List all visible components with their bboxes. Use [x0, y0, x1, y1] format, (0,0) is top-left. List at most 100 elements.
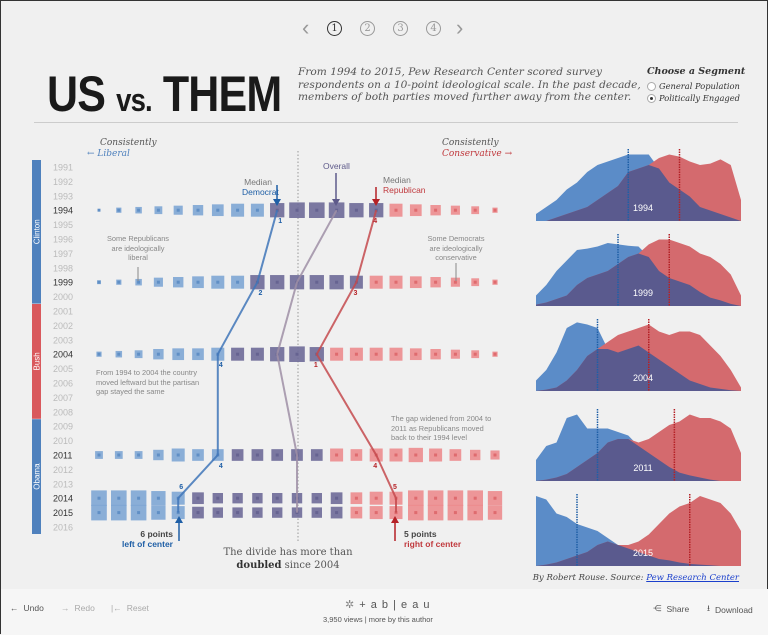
download-button[interactable]: ⭳ Download — [707, 603, 753, 617]
page-title: US vs. THEM — [47, 65, 282, 123]
distribution-chart-2015: 2015 — [536, 494, 741, 566]
dot-core — [196, 453, 200, 457]
overlap-area — [536, 345, 741, 391]
divider — [34, 122, 738, 123]
dot-core — [295, 352, 299, 356]
story-point-2[interactable]: 2 — [360, 21, 375, 36]
distribution-year-label: 1999 — [633, 288, 653, 298]
dot-core — [275, 511, 279, 515]
dot-core — [374, 496, 378, 500]
note-line: Some Democrats — [427, 234, 485, 243]
dot-core — [453, 496, 457, 500]
dot-core — [394, 352, 398, 356]
dot-core — [137, 280, 141, 284]
segment-option-engaged[interactable]: Politically Engaged — [647, 93, 740, 103]
note-line: 2011 as Republicans moved — [391, 423, 484, 433]
share-label: Share — [666, 603, 690, 614]
next-story-button[interactable]: › — [456, 15, 464, 40]
previous-story-button[interactable]: ‹ — [302, 15, 310, 40]
dot-core — [493, 280, 497, 284]
dot-core — [236, 280, 240, 284]
median-line-overall — [276, 209, 338, 513]
undo-button[interactable]: ← Undo — [10, 603, 44, 613]
distribution-chart-1999: 1999 — [536, 234, 741, 306]
tableau-logo[interactable]: ✲ + a b | e a u — [345, 598, 431, 611]
story-point-3[interactable]: 3 — [393, 21, 408, 36]
liberal-axis-top: Consistently — [100, 138, 157, 148]
share-button[interactable]: ⋲ Share — [653, 603, 689, 614]
democrat-arrowhead-icon — [273, 199, 281, 206]
undo-label: Undo — [23, 603, 44, 613]
undo-icon: ← — [10, 603, 19, 613]
dot-core — [97, 208, 101, 212]
year-label: 2007 — [53, 393, 73, 403]
dot-core — [137, 496, 141, 500]
gap-widened-note: The gap widened from 2004 to 2011 as Repu… — [391, 414, 491, 443]
dot-core — [414, 511, 418, 515]
dot-core — [137, 453, 141, 457]
dot-core — [414, 208, 418, 212]
median-point-label: 4 — [219, 463, 223, 470]
dot-core — [196, 280, 200, 284]
note-line: moved leftward but the partisan — [96, 377, 200, 387]
note-line: liberal — [128, 253, 148, 262]
story-point-4[interactable]: 4 — [426, 21, 441, 36]
year-label: 1999 — [53, 278, 73, 288]
segment-option-general[interactable]: General Population — [647, 81, 740, 91]
year-label: 2010 — [53, 436, 73, 446]
points-text: 6 points — [140, 529, 173, 539]
median-point-label: 4 — [373, 463, 377, 470]
dot-core — [315, 280, 319, 284]
dot-core — [394, 280, 398, 284]
year-label: 2005 — [53, 364, 73, 374]
dot-core — [315, 208, 319, 212]
radio-icon[interactable] — [647, 81, 656, 91]
tableau-logo-icon: ✲ — [345, 599, 360, 611]
dot-core — [473, 352, 477, 356]
median-text: Median — [383, 175, 411, 185]
reset-button[interactable]: |← Reset — [111, 603, 149, 613]
year-label: 1993 — [53, 191, 73, 201]
dot-core — [414, 352, 418, 356]
median-point-label: 3 — [353, 290, 357, 297]
dot-core — [453, 352, 457, 356]
dot-core — [335, 453, 339, 457]
dot-core — [176, 208, 180, 212]
dot-core — [374, 511, 378, 515]
redo-button[interactable]: → Redo — [61, 603, 95, 613]
radio-selected-icon[interactable] — [647, 93, 656, 103]
story-point-1[interactable]: 1 — [327, 21, 342, 36]
dot-core — [335, 352, 339, 356]
dot-core — [414, 453, 418, 457]
some-democrats-note: Some Democrats are ideologically conservat… — [416, 234, 496, 263]
note-line: From 1994 to 2004 the country — [96, 368, 198, 377]
dot-core — [335, 511, 339, 515]
year-label: 2002 — [53, 321, 73, 331]
dot-core — [493, 453, 497, 457]
download-icon: ⭳ — [707, 603, 710, 613]
source-link[interactable]: Pew Research Center — [646, 573, 739, 583]
dot-core — [394, 453, 398, 457]
dot-core — [117, 208, 121, 212]
dot-core — [156, 208, 160, 212]
median-point-label: 6 — [179, 484, 183, 491]
year-label: 1994 — [53, 206, 73, 216]
note-line: back to their 1994 level — [391, 433, 468, 442]
year-label: 2004 — [53, 350, 73, 360]
more-by-author-link[interactable]: more by this author — [368, 615, 433, 624]
left-center-arrowhead-icon — [175, 516, 183, 523]
annotation-arrows — [137, 173, 457, 541]
caption-bold: doubled — [236, 560, 282, 571]
year-label: 1998 — [53, 263, 73, 273]
median-point-label: 1 — [314, 362, 318, 369]
dot-core — [216, 511, 220, 515]
dot-core — [156, 453, 160, 457]
median-rep-label: Median Republican — [383, 175, 426, 195]
dot-core — [137, 208, 141, 212]
direction-text: right of center — [404, 539, 462, 549]
segment-option-label: General Population — [659, 81, 740, 91]
overall-label: Overall — [323, 161, 350, 171]
dot-core — [453, 453, 457, 457]
caption-line: The divide has more than — [223, 547, 353, 558]
